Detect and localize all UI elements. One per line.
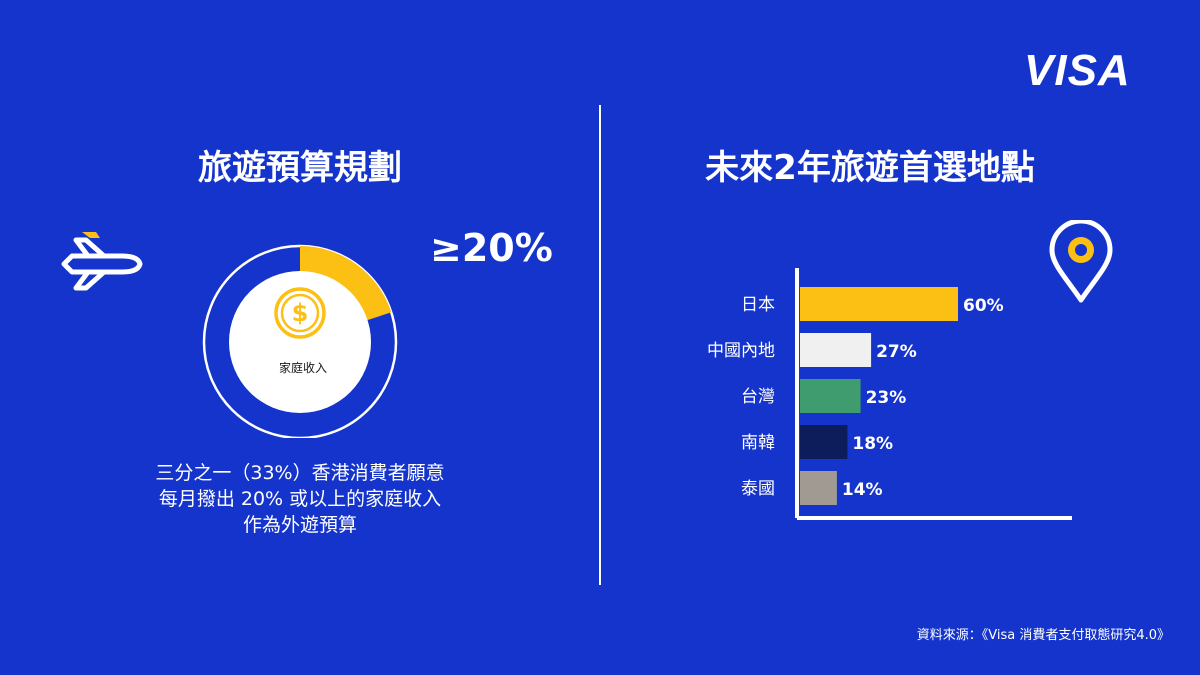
dollar-coin-icon: $ — [274, 287, 326, 339]
category-label: 南韓 — [741, 433, 775, 453]
bar-chart-canvas: 日本 60% 中國內地 27% 台灣 23% 南韓 18% 泰國 14% — [707, 268, 1072, 520]
location-pin-icon — [1046, 218, 1116, 308]
value-label: 60% — [963, 296, 1004, 316]
bar — [800, 379, 861, 413]
value-label: 14% — [842, 480, 883, 500]
value-label: 27% — [876, 342, 917, 362]
bar — [800, 425, 848, 459]
budget-caption: 三分之一（33%）香港消費者願意 每月撥出 20% 或以上的家庭收入 作為外遊預… — [100, 460, 500, 538]
destinations-bar-chart: 日本 60% 中國內地 27% 台灣 23% 南韓 18% 泰國 14% — [660, 260, 1100, 534]
airplane-icon — [52, 226, 144, 300]
svg-text:$: $ — [292, 299, 309, 327]
value-label: 18% — [852, 434, 893, 454]
income-center-disc — [229, 271, 371, 413]
caption-line: 作為外遊預算 — [242, 514, 357, 536]
bar — [800, 287, 958, 321]
category-label: 中國內地 — [707, 341, 775, 361]
budget-percentage: ≥20% — [430, 226, 553, 270]
category-label: 泰國 — [741, 479, 775, 499]
destinations-heading: 未來2年旅遊首選地點 — [705, 148, 1035, 188]
panel-divider — [599, 105, 601, 585]
income-ring-graphic: $ — [200, 228, 410, 442]
caption-line: 三分之一（33%）香港消費者願意 — [155, 462, 445, 484]
budget-heading: 旅遊預算規劃 — [198, 148, 402, 188]
bar — [800, 333, 872, 367]
bar — [800, 471, 837, 505]
caption-line: 每月撥出 20% 或以上的家庭收入 — [158, 488, 442, 510]
visa-logo: VISA — [1024, 46, 1131, 95]
income-label: 家庭收入 — [278, 361, 327, 375]
category-label: 日本 — [741, 295, 775, 315]
value-label: 23% — [866, 388, 907, 408]
source-note: 資料來源：《Visa 消費者支付取態研究4.0》 — [916, 628, 1170, 643]
category-label: 台灣 — [741, 387, 775, 407]
